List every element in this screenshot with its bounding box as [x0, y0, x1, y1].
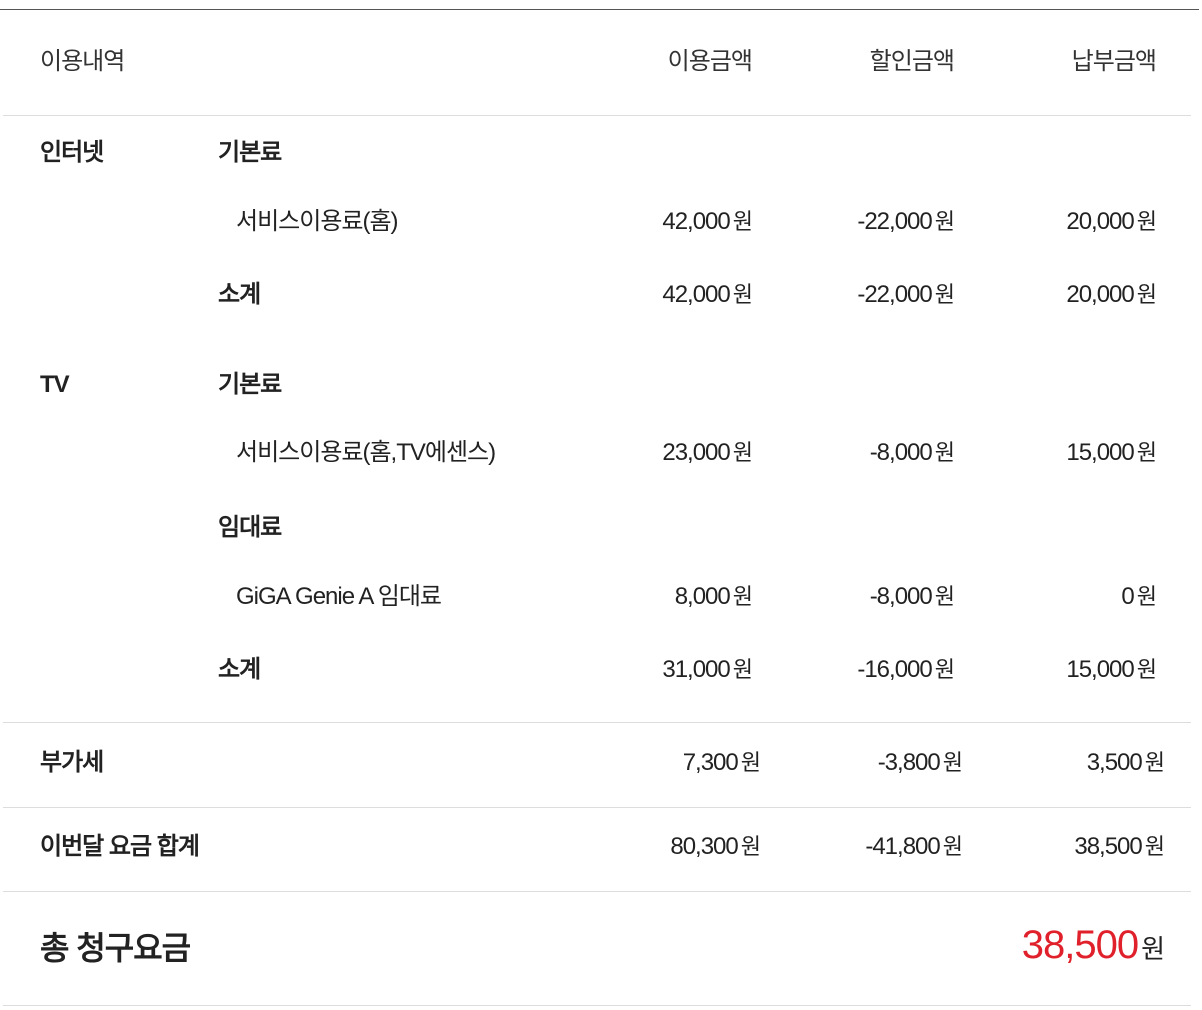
- currency-unit: 원: [1136, 209, 1157, 234]
- divider: [3, 807, 1191, 808]
- amount: -22,000: [857, 208, 932, 235]
- amount: 20,000: [1066, 208, 1134, 235]
- amount: 20,000: [1066, 281, 1134, 308]
- amount: -16,000: [857, 656, 932, 683]
- subtotal-label: 소계: [218, 281, 261, 308]
- grand-total-amount: 38,500: [1021, 923, 1139, 967]
- currency-unit: 원: [740, 834, 761, 859]
- currency-unit: 원: [1144, 750, 1165, 775]
- currency-unit: 원: [942, 750, 963, 775]
- currency-unit: 원: [1141, 934, 1165, 964]
- currency-unit: 원: [740, 750, 761, 775]
- divider: [3, 891, 1191, 892]
- payment-amount: 15,000 원: [1066, 438, 1157, 468]
- currency-unit: 원: [1136, 584, 1157, 609]
- header-item: 이용내역: [40, 48, 125, 75]
- divider: [3, 1005, 1191, 1006]
- discount-amount: -8,000 원: [869, 438, 955, 468]
- currency-unit: 원: [934, 282, 955, 307]
- currency-unit: 원: [1136, 440, 1157, 465]
- grand-total-label: 총 청구요금: [40, 930, 191, 966]
- amount: 23,000: [662, 439, 730, 466]
- currency-unit: 원: [934, 657, 955, 682]
- amount: 42,000: [662, 281, 730, 308]
- monthly_total-usage: 80,300 원: [670, 832, 761, 862]
- item-label: 서비스이용료(홈,TV에센스): [236, 439, 496, 466]
- usage-amount: 42,000 원: [662, 207, 753, 237]
- header-discount: 할인금액: [869, 48, 955, 75]
- amount: -3,800: [877, 749, 941, 776]
- amount: 3,500: [1086, 749, 1143, 776]
- amount: -8,000: [869, 583, 933, 610]
- subtotal-label: 소계: [218, 656, 261, 683]
- usage-amount: 8,000 원: [674, 582, 753, 612]
- header-usage: 이용금액: [667, 48, 753, 75]
- discount-amount: -16,000 원: [857, 655, 955, 685]
- table-top-border: [0, 9, 1199, 10]
- currency-unit: 원: [732, 209, 753, 234]
- payment-amount: 15,000 원: [1066, 655, 1157, 685]
- amount: 31,000: [662, 656, 730, 683]
- currency-unit: 원: [934, 440, 955, 465]
- vat-label: 부가세: [40, 749, 104, 776]
- currency-unit: 원: [934, 209, 955, 234]
- currency-unit: 원: [732, 584, 753, 609]
- grand-total-value: 38,500 원: [1022, 925, 1165, 966]
- header-payment: 납부금액: [1071, 48, 1157, 75]
- monthly_total-label: 이번달 요금 합계: [40, 833, 200, 860]
- usage-amount: 42,000 원: [662, 280, 753, 310]
- group-label: 기본료: [218, 371, 282, 398]
- vat-usage: 7,300 원: [682, 748, 761, 778]
- usage-amount: 31,000 원: [662, 655, 753, 685]
- amount: 15,000: [1066, 439, 1134, 466]
- currency-unit: 원: [732, 657, 753, 682]
- currency-unit: 원: [1136, 657, 1157, 682]
- amount: 42,000: [662, 208, 730, 235]
- currency-unit: 원: [942, 834, 963, 859]
- amount: 7,300: [682, 749, 739, 776]
- amount: -41,800: [865, 833, 940, 860]
- amount: 80,300: [670, 833, 738, 860]
- currency-unit: 원: [732, 440, 753, 465]
- usage-amount: 23,000 원: [662, 438, 753, 468]
- currency-unit: 원: [732, 282, 753, 307]
- amount: 15,000: [1066, 656, 1134, 683]
- monthly_total-payment: 38,500 원: [1074, 832, 1165, 862]
- discount-amount: -22,000 원: [857, 280, 955, 310]
- payment-amount: 20,000 원: [1066, 280, 1157, 310]
- vat-payment: 3,500 원: [1086, 748, 1165, 778]
- discount-amount: -22,000 원: [857, 207, 955, 237]
- currency-unit: 원: [1144, 834, 1165, 859]
- monthly_total-discount: -41,800 원: [865, 832, 963, 862]
- section-label: TV: [40, 371, 70, 398]
- amount: 8,000: [674, 583, 731, 610]
- currency-unit: 원: [934, 584, 955, 609]
- item-label: GiGA Genie A 임대료: [236, 583, 442, 610]
- amount: 0: [1121, 583, 1134, 610]
- amount: -8,000: [869, 439, 933, 466]
- discount-amount: -8,000 원: [869, 582, 955, 612]
- amount: -22,000: [857, 281, 932, 308]
- payment-amount: 20,000 원: [1066, 207, 1157, 237]
- currency-unit: 원: [1136, 282, 1157, 307]
- group-label: 임대료: [218, 514, 282, 541]
- divider: [3, 722, 1191, 723]
- item-label: 서비스이용료(홈): [236, 208, 399, 235]
- divider: [3, 115, 1191, 116]
- vat-discount: -3,800 원: [877, 748, 963, 778]
- section-label: 인터넷: [40, 139, 104, 166]
- amount: 38,500: [1074, 833, 1142, 860]
- group-label: 기본료: [218, 139, 282, 166]
